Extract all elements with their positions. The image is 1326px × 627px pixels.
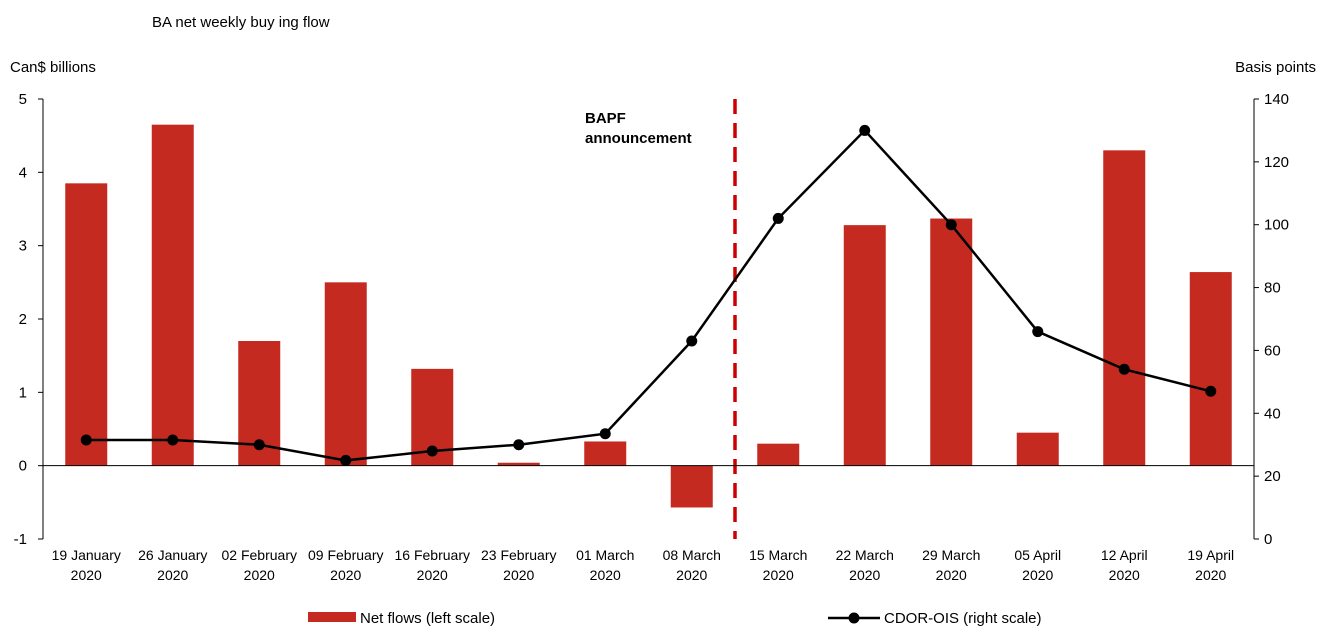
right-tick-label: 120 (1264, 154, 1289, 171)
right-tick-label: 140 (1264, 91, 1289, 108)
bar-net-flows (843, 225, 886, 466)
bar-net-flows (497, 462, 540, 466)
x-tick-label: 29 March (922, 547, 980, 563)
bar-net-flows (65, 183, 108, 466)
right-tick-label: 20 (1264, 468, 1281, 485)
x-tick-label: 05 April (1014, 547, 1061, 563)
cdor-ois-point (859, 124, 871, 136)
legend-label-net-flows: Net flows (left scale) (360, 610, 495, 627)
cdor-ois-point (772, 212, 784, 224)
bar-net-flows (1016, 432, 1059, 466)
x-tick-label: 08 March (663, 547, 721, 563)
legend-label-cdor-ois: CDOR-OIS (right scale) (884, 610, 1042, 627)
cdor-ois-point (253, 439, 265, 451)
right-tick-label: 60 (1264, 342, 1281, 359)
legend: Net flows (left scale) CDOR-OIS (right sc… (308, 610, 1042, 627)
x-tick-label-year: 2020 (157, 567, 188, 583)
bapf-announcement-label: BAPF (585, 110, 626, 127)
x-tick-label-year: 2020 (244, 567, 275, 583)
cdor-ois-polyline (86, 128, 1212, 462)
x-tick-label: 02 February (222, 547, 297, 563)
bar-net-flows (1103, 150, 1146, 466)
x-tick-label: 01 March (576, 547, 634, 563)
axes: 5 4 3 2 1 0 -1 140 120 100 80 60 40 20 0 (14, 91, 1289, 548)
right-tick-label: 80 (1264, 280, 1281, 297)
chart-title: BA net weekly buy ing flow (152, 14, 330, 31)
cdor-ois-point (686, 335, 698, 347)
left-tick-label: -1 (14, 531, 27, 548)
right-tick-label: 0 (1264, 531, 1272, 548)
bar-net-flows (930, 218, 973, 466)
bar-net-flows (584, 441, 627, 466)
bar-net-flows (757, 443, 800, 466)
left-tick-label: 4 (19, 164, 27, 181)
bar-net-flows (151, 124, 194, 466)
cdor-ois-point (945, 219, 957, 231)
left-tick-label: 1 (19, 384, 27, 401)
x-tick-label: 09 February (308, 547, 383, 563)
legend-swatch-cdor-ois-marker (848, 612, 860, 624)
cdor-ois-point (1032, 326, 1044, 338)
x-tick-label-year: 2020 (590, 567, 621, 583)
x-tick-label-year: 2020 (503, 567, 534, 583)
x-tick-label: 16 February (395, 547, 470, 563)
right-tick-label: 40 (1264, 405, 1281, 422)
x-tick-label-year: 2020 (676, 567, 707, 583)
net-flows-bars (65, 124, 1232, 508)
bar-net-flows (1189, 272, 1232, 466)
cdor-ois-point (167, 434, 179, 446)
cdor-ois-point (599, 428, 611, 440)
right-tick-label: 100 (1264, 217, 1289, 234)
x-tick-label: 12 April (1101, 547, 1148, 563)
right-axis-label: Basis points (1235, 59, 1316, 76)
left-tick-label: 0 (19, 458, 27, 475)
legend-swatch-net-flows (308, 612, 356, 622)
left-tick-label: 3 (19, 238, 27, 255)
cdor-ois-point (340, 454, 352, 466)
x-tick-label-year: 2020 (330, 567, 361, 583)
x-tick-label-year: 2020 (71, 567, 102, 583)
cdor-ois-point (426, 445, 438, 457)
bar-net-flows (324, 282, 367, 466)
x-tick-label: 22 March (836, 547, 894, 563)
x-tick-labels: 19 January 2020 26 January 2020 02 February 2… (52, 547, 1234, 583)
x-tick-label-year: 2020 (1109, 567, 1140, 583)
x-tick-label-year: 2020 (849, 567, 880, 583)
left-tick-label: 5 (19, 91, 27, 108)
cdor-ois-point (1205, 385, 1217, 397)
cdor-ois-point (513, 439, 525, 451)
x-tick-label: 19 April (1187, 547, 1234, 563)
x-tick-label: 23 February (481, 547, 556, 563)
cdor-ois-point (1118, 363, 1130, 375)
x-tick-label-year: 2020 (763, 567, 794, 583)
cdor-ois-point (80, 434, 92, 446)
x-tick-label-year: 2020 (1195, 567, 1226, 583)
cdor-ois-line (80, 124, 1217, 466)
bar-net-flows (670, 465, 713, 508)
x-tick-label-year: 2020 (417, 567, 448, 583)
x-tick-label: 15 March (749, 547, 807, 563)
bapf-announcement-label: announcement (585, 130, 692, 147)
x-tick-label-year: 2020 (936, 567, 967, 583)
x-tick-label-year: 2020 (1022, 567, 1053, 583)
left-axis-label: Can$ billions (10, 59, 96, 76)
x-tick-label: 19 January (52, 547, 121, 563)
x-tick-label: 26 January (138, 547, 207, 563)
left-tick-label: 2 (19, 311, 27, 328)
